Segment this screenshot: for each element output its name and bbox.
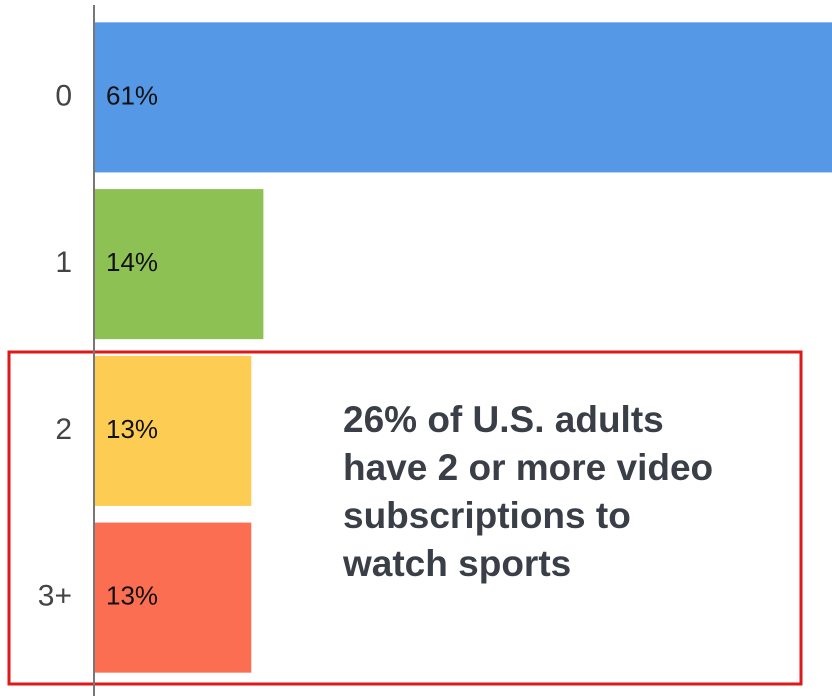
- annotation: watch sports: [342, 543, 571, 584]
- annotation: subscriptions to: [343, 495, 631, 536]
- category-label: 2: [55, 413, 72, 446]
- category-label: 0: [55, 79, 72, 112]
- bar: [94, 22, 832, 173]
- category-label: 3+: [38, 580, 72, 613]
- value-label: 13%: [106, 581, 158, 611]
- annotation: have 2 or more video: [343, 447, 713, 488]
- bar: [94, 355, 252, 506]
- value-label: 13%: [106, 414, 158, 444]
- value-label: 61%: [106, 80, 158, 110]
- bar: [94, 522, 252, 673]
- highlight-box: [7, 350, 803, 686]
- bar: [94, 189, 264, 340]
- category-label: 1: [55, 246, 72, 279]
- annotation: 26% of U.S. adults: [343, 399, 664, 440]
- value-label: 14%: [106, 247, 158, 277]
